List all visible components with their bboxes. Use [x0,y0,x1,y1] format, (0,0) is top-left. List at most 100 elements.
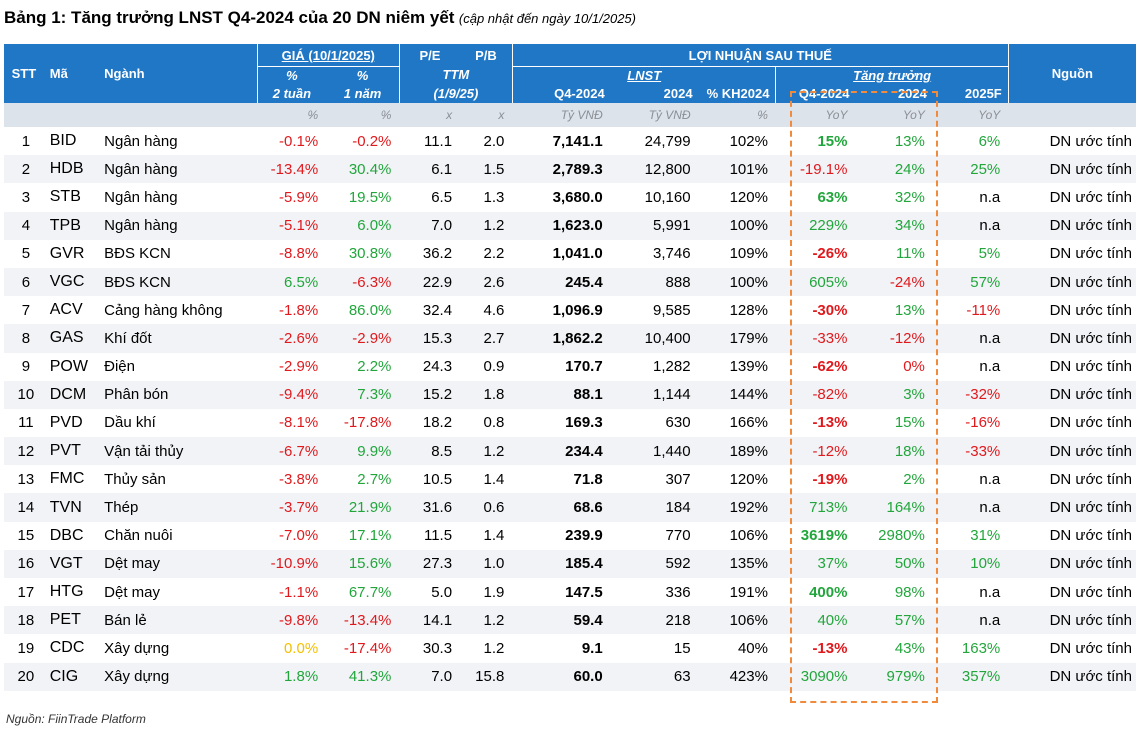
cell-price-1y: 2.7% [326,465,400,494]
cell-kh2024: 139% [698,352,776,381]
cell-stt: 8 [4,324,44,353]
cell-price-1y: 19.5% [326,183,400,212]
cell-price-1y: -17.4% [326,634,400,663]
header-growth-2024: 2024 [855,83,933,103]
cell-lnst-2024: 1,440 [610,437,699,466]
table-row: 11 PVD Dầu khí -8.1% -17.8% 18.2 0.8 169.3 630 16… [4,408,1136,438]
cell-source: DN ước tính [1008,352,1136,381]
cell-pe: 15.3 [399,324,461,353]
table-row: 13 FMC Thủy sản -3.8% 2.7% 10.5 1.4 71.8 307 120%… [4,465,1136,494]
header-ma: Mã [43,44,99,103]
header-stt: STT [4,44,44,103]
cell-source: DN ước tính [1008,437,1136,466]
cell-price-1y: -6.3% [326,267,400,297]
cell-pe: 6.5 [399,183,461,212]
cell-lnst-q4: 185.4 [512,549,611,578]
cell-source: DN ước tính [1008,127,1136,156]
cell-price-1y: 15.6% [326,549,400,578]
cell-source: DN ước tính [1008,211,1136,240]
cell-price-2w: -6.7% [257,437,327,466]
cell-stt: 4 [4,211,44,240]
cell-stt: 11 [4,408,44,438]
cell-price-1y: 2.2% [326,352,400,381]
cell-lnst-q4: 239.9 [512,521,611,550]
cell-growth-2025f: n.a [932,352,1009,381]
header-gia-group: GIÁ (10/1/2025) [257,44,400,67]
cell-pe: 30.3 [399,634,461,663]
cell-kh2024: 100% [698,267,776,297]
cell-growth-2025f: n.a [932,183,1009,212]
cell-price-1y: -0.2% [326,127,400,156]
header-gia-1nam: 1 năm [326,83,400,103]
cell-price-2w: -2.9% [257,352,327,381]
cell-growth-2025f: 6% [932,127,1009,156]
cell-ticker: FMC [43,465,99,494]
cell-ticker: GVR [43,239,99,268]
cell-growth-q4: -12% [775,437,856,466]
cell-lnst-q4: 245.4 [512,267,611,297]
table-row: 8 GAS Khí đốt -2.6% -2.9% 15.3 2.7 1,862.2 10,40… [4,324,1136,353]
cell-lnst-q4: 7,141.1 [512,127,611,156]
cell-sector: Ngân hàng [98,211,258,240]
cell-growth-2024: 11% [855,239,933,268]
cell-sector: Điện [98,352,258,381]
cell-growth-2025f: -11% [932,296,1009,325]
cell-ticker: DBC [43,521,99,550]
cell-stt: 9 [4,352,44,381]
cell-pe: 15.2 [399,380,461,409]
cell-price-2w: -9.8% [257,606,327,635]
cell-ticker: TPB [43,211,99,240]
cell-stt: 16 [4,549,44,578]
unit-cell: YoY [775,103,856,127]
cell-stt: 13 [4,465,44,494]
cell-stt: 17 [4,578,44,607]
unit-cell: x [460,103,513,127]
cell-kh2024: 120% [698,183,776,212]
cell-pe: 14.1 [399,606,461,635]
header-tang-truong: Tăng trưởng [775,66,1009,83]
cell-pb: 2.2 [460,239,513,268]
cell-growth-2025f: 5% [932,239,1009,268]
header-gia-2tuan-pct: % [257,66,327,83]
cell-source: DN ước tính [1008,155,1136,184]
cell-source: DN ước tính [1008,662,1136,691]
cell-pe: 36.2 [399,239,461,268]
header-gia-2tuan: 2 tuần [257,83,327,103]
header-gia-1nam-pct: % [326,66,400,83]
table-row: 1 BID Ngân hàng -0.1% -0.2% 11.1 2.0 7,141.1 24,… [4,127,1136,156]
cell-price-2w: -8.1% [257,408,327,438]
header-q4-2024: Q4-2024 [512,83,611,103]
header-nganh: Ngành [98,44,258,103]
cell-kh2024: 102% [698,127,776,156]
title-subtitle: (cập nhật đến ngày 10/1/2025) [458,11,636,26]
cell-pb: 1.3 [460,183,513,212]
cell-growth-2025f: 57% [932,267,1009,297]
cell-price-1y: -2.9% [326,324,400,353]
cell-growth-2024: 50% [855,549,933,578]
cell-growth-2025f: 10% [932,549,1009,578]
units-row: % % x x Tỷ VNĐ Tỷ VNĐ % YoY YoY YoY [4,103,1136,127]
cell-growth-2025f: n.a [932,465,1009,494]
cell-lnst-q4: 147.5 [512,578,611,607]
cell-growth-q4: 15% [775,127,856,156]
cell-lnst-2024: 10,160 [610,183,699,212]
cell-price-2w: -1.8% [257,296,327,325]
cell-growth-q4: -82% [775,380,856,409]
unit-cell: % [326,103,400,127]
cell-growth-q4: -62% [775,352,856,381]
cell-kh2024: 106% [698,606,776,635]
cell-sector: Xây dựng [98,634,258,663]
cell-price-2w: 1.8% [257,662,327,691]
cell-pe: 27.3 [399,549,461,578]
cell-pe: 24.3 [399,352,461,381]
cell-growth-2024: 13% [855,296,933,325]
cell-pb: 1.9 [460,578,513,607]
cell-price-2w: -9.4% [257,380,327,409]
cell-sector: Dệt may [98,578,258,607]
header-lnst-sub: LNST [512,66,777,83]
cell-lnst-2024: 630 [610,408,699,438]
header-pe: P/E [399,44,461,67]
cell-kh2024: 135% [698,549,776,578]
title-main: Bảng 1: Tăng trưởng LNST Q4-2024 của 20 … [4,8,455,27]
cell-growth-2024: 164% [855,493,933,522]
